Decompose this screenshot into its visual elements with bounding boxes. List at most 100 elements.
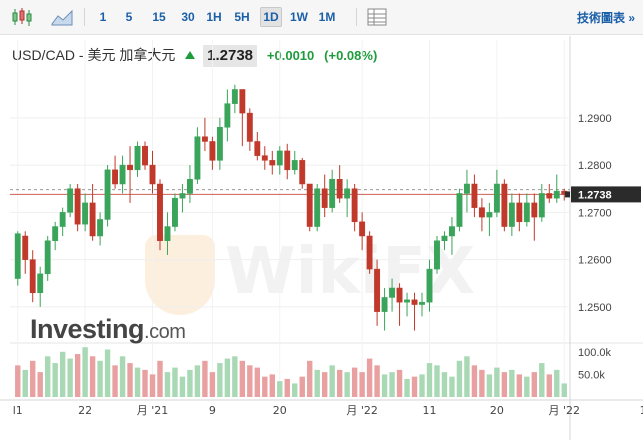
volume-bar xyxy=(22,369,28,397)
y-tick-label: 1.2500 xyxy=(578,302,612,314)
volume-bar xyxy=(531,372,538,397)
volume-bar xyxy=(321,372,328,397)
candle-body xyxy=(426,268,433,303)
candle-body xyxy=(164,226,171,241)
last-price-tag-label: 1.2738 xyxy=(578,189,612,201)
timeframe-5h[interactable]: 5H xyxy=(234,10,250,24)
volume-bar xyxy=(509,369,515,397)
timeframe-1m[interactable]: 1M xyxy=(318,10,336,24)
volume-bar xyxy=(441,372,448,397)
volume-bar xyxy=(15,365,21,397)
y-tick-label: 1.2900 xyxy=(578,113,612,125)
candle-body xyxy=(374,268,381,312)
technical-chart-link[interactable]: 技術圖表 » xyxy=(576,11,635,25)
volume-bar xyxy=(157,360,163,397)
symbol-title: USD/CAD - 美元 加拿大元 xyxy=(12,47,176,63)
candle-body xyxy=(463,183,470,194)
candle-body xyxy=(434,240,440,270)
candle-body xyxy=(89,202,96,237)
volume-bar xyxy=(389,372,395,397)
volume-bar xyxy=(82,347,88,397)
volume-bar xyxy=(119,356,126,397)
volume-bar xyxy=(187,369,193,397)
volume-bar xyxy=(464,356,470,397)
logo-domain: .com xyxy=(144,321,186,343)
volume-bar xyxy=(404,378,410,397)
timeframe-5[interactable]: 5 xyxy=(125,10,133,24)
volume-tick-label: 50.0k xyxy=(578,369,605,381)
timeframe-1h[interactable]: 1H xyxy=(206,10,222,24)
watermark-shield-icon xyxy=(145,235,215,315)
candle-body xyxy=(119,164,126,185)
volume-bar xyxy=(471,365,478,397)
candle-body xyxy=(201,136,208,142)
volume-bar xyxy=(59,351,66,397)
x-tick-label: 9 xyxy=(209,404,216,417)
candle-body xyxy=(142,145,148,166)
volume-bar xyxy=(524,376,530,397)
candle-body xyxy=(14,233,21,279)
volume-bar xyxy=(30,360,36,397)
volume-bar xyxy=(329,365,335,397)
toolbar-separator xyxy=(356,8,357,26)
candlestick-icon[interactable] xyxy=(10,7,34,27)
candle-body xyxy=(523,202,530,223)
y-tick-label: 1.2700 xyxy=(578,207,612,219)
candle-body xyxy=(456,193,463,227)
volume-bar xyxy=(202,360,208,397)
area-chart-icon[interactable] xyxy=(50,7,74,27)
candle-body xyxy=(231,89,238,104)
timeframe-30[interactable]: 30 xyxy=(181,10,195,24)
candle-body xyxy=(449,226,455,237)
candle-body xyxy=(216,127,223,161)
volume-bar xyxy=(209,372,216,397)
timeframe-15[interactable]: 15 xyxy=(152,10,166,24)
candle-body xyxy=(336,179,343,199)
candle-body xyxy=(172,197,178,227)
candle-body xyxy=(74,188,81,225)
candle-body xyxy=(127,164,133,171)
volume-bar xyxy=(37,372,43,397)
candle-body xyxy=(531,202,538,218)
grid-table-icon[interactable] xyxy=(366,7,388,27)
volume-bar xyxy=(262,376,268,397)
volume-bar xyxy=(366,358,373,397)
candle-body xyxy=(441,235,448,241)
candle-body xyxy=(344,188,351,199)
candle-body xyxy=(194,136,201,180)
volume-bar xyxy=(247,365,253,397)
volume-bar xyxy=(52,363,58,397)
volume-bar xyxy=(374,365,380,397)
volume-bar xyxy=(172,367,178,397)
candle-body xyxy=(209,141,216,161)
candle-body xyxy=(291,160,298,171)
volume-bar xyxy=(89,356,96,397)
timeframe-1[interactable]: 1 xyxy=(99,10,107,24)
volume-bar xyxy=(411,376,418,397)
volume-bar xyxy=(284,378,290,397)
volume-bar xyxy=(179,376,186,397)
candle-body xyxy=(546,193,553,199)
candle-body xyxy=(186,179,193,194)
volume-bar xyxy=(381,374,388,397)
candle-body xyxy=(306,183,313,227)
x-tick-label: 20 xyxy=(273,404,287,417)
candle-body xyxy=(553,190,560,199)
candle-body xyxy=(239,89,246,114)
volume-bar xyxy=(44,356,51,397)
volume-bar xyxy=(254,367,261,397)
candle-body xyxy=(299,160,306,185)
timeframe-1w[interactable]: 1W xyxy=(290,10,308,24)
y-tick-label: 1.2600 xyxy=(578,255,612,267)
volume-bar xyxy=(396,369,403,397)
volume-bar xyxy=(449,376,455,397)
candle-body xyxy=(404,299,410,303)
volume-bar xyxy=(307,360,313,397)
quote-header: USD/CAD - 美元 加拿大元 1.2738 +0.0010 (+0.08%… xyxy=(12,44,377,67)
candle-body xyxy=(329,179,336,208)
last-price: 1.2738 xyxy=(203,45,258,67)
price-change: +0.0010 xyxy=(266,48,315,63)
timeframe-1d[interactable]: 1D xyxy=(260,7,282,27)
candle-body xyxy=(478,207,485,218)
